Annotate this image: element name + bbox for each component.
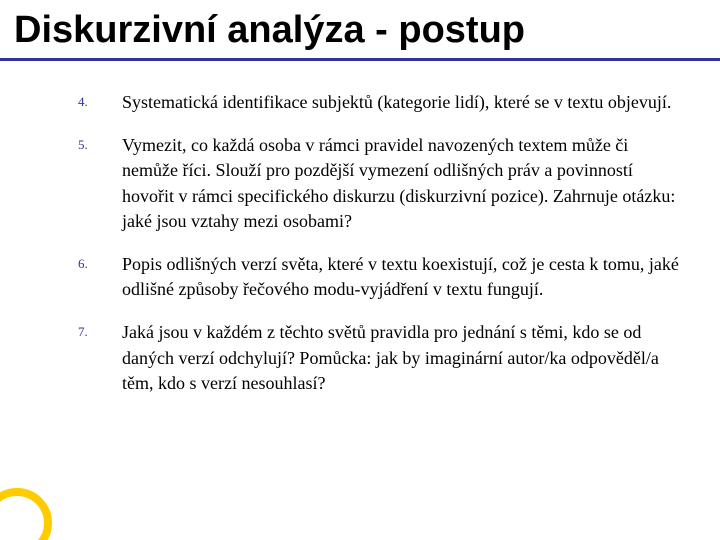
item-text: Popis odlišných verzí světa, které v tex… [122, 252, 680, 302]
list-item: 7. Jaká jsou v každém z těchto světů pra… [78, 320, 680, 396]
title-block: Diskurzivní analýza - postup [0, 0, 720, 52]
item-number: 7. [78, 320, 122, 340]
page-title: Diskurzivní analýza - postup [14, 10, 706, 52]
content-list: 4. Systematická identifikace subjektů (k… [78, 90, 680, 414]
list-item: 4. Systematická identifikace subjektů (k… [78, 90, 680, 115]
item-number: 5. [78, 133, 122, 153]
accent-circle-icon [0, 488, 52, 540]
list-item: 6. Popis odlišných verzí světa, které v … [78, 252, 680, 302]
list-item: 5. Vymezit, co každá osoba v rámci pravi… [78, 133, 680, 234]
item-number: 4. [78, 90, 122, 110]
slide: Diskurzivní analýza - postup 4. Systemat… [0, 0, 720, 540]
item-text: Systematická identifikace subjektů (kate… [122, 90, 680, 115]
title-underline [0, 58, 720, 61]
item-text: Jaká jsou v každém z těchto světů pravid… [122, 320, 680, 396]
item-text: Vymezit, co každá osoba v rámci pravidel… [122, 133, 680, 234]
item-number: 6. [78, 252, 122, 272]
